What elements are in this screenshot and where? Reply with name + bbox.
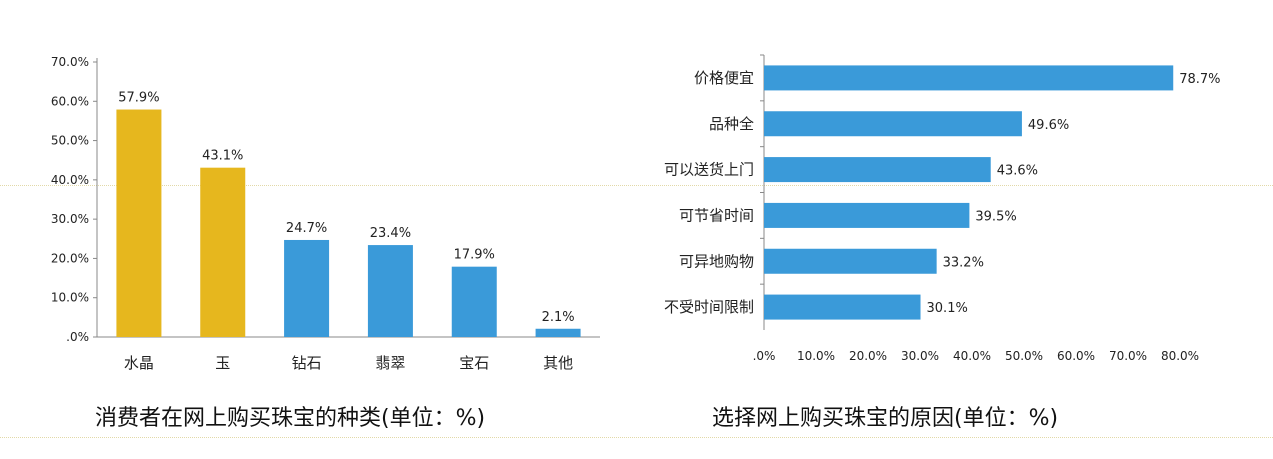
y-tick-label: 70.0% [51, 55, 89, 69]
x-tick-label: 20.0% [849, 349, 887, 363]
bar-value-label: 49.6% [1028, 118, 1069, 133]
chart-caption-category: 消费者在网上购买珠宝的种类(单位：%) [95, 406, 486, 431]
dotted-guide-line [0, 185, 1273, 186]
x-tick-label: 40.0% [953, 349, 991, 363]
x-tick-label: 玉 [215, 354, 230, 372]
x-tick-label: 翡翠 [375, 354, 405, 372]
x-tick-label: .0% [753, 349, 776, 363]
reason-bar-chart: .0% 10.0% 20.0% 30.0% 40.0% 50.0% 60.0% 70.0% 80… [640, 0, 1273, 400]
y-tick-label: 50.0% [51, 134, 89, 148]
bar-value-label: 57.9% [118, 91, 159, 106]
x-tick-label: 60.0% [1057, 349, 1095, 363]
chart-caption-reason: 选择网上购买珠宝的原因(单位：%) [712, 406, 1059, 431]
x-tick-label: 80.0% [1161, 349, 1199, 363]
y-tick-label: 不受时间限制 [664, 298, 754, 316]
x-tick-label: 70.0% [1109, 349, 1147, 363]
y-tick-label: 60.0% [51, 94, 89, 108]
y-tick-label: 20.0% [51, 251, 89, 265]
bar-4 [367, 245, 413, 337]
x-tick-label: 其他 [543, 354, 573, 372]
y-tick-label: .0% [66, 330, 89, 344]
y-tick-label: 价格便宜 [694, 69, 754, 87]
y-tick-label: 品种全 [709, 115, 754, 133]
bar-4 [764, 202, 970, 228]
dotted-guide-line [0, 437, 1273, 438]
bar-value-label: 24.7% [286, 221, 327, 236]
bar-value-label: 43.6% [997, 164, 1038, 179]
bar-6 [535, 328, 581, 337]
bar-1 [764, 65, 1174, 91]
bar-value-label: 43.1% [202, 149, 243, 164]
bar-2 [764, 111, 1022, 137]
category-bar-chart-svg: .0% 10.0% 20.0% 30.0% 40.0% 50.0% 60.0% 70.0% 57… [51, 55, 600, 372]
y-tick-label: 30.0% [51, 212, 89, 226]
bar-1 [116, 109, 162, 338]
bar-value-label: 2.1% [542, 310, 575, 325]
x-tick-label: 钻石 [292, 354, 322, 372]
y-tick-label: 40.0% [51, 173, 89, 187]
bar-value-label: 33.2% [943, 255, 984, 270]
x-tick-label: 宝石 [459, 354, 489, 372]
reason-bar-chart-svg: .0% 10.0% 20.0% 30.0% 40.0% 50.0% 60.0% 70.0% 80… [664, 54, 1221, 363]
bar-2 [200, 167, 246, 337]
bar-3 [764, 157, 991, 183]
y-tick-label: 可以送货上门 [664, 161, 754, 179]
y-tick-label: 10.0% [51, 291, 89, 305]
bar-6 [764, 294, 921, 320]
bar-3 [284, 239, 330, 337]
y-tick-label: 可节省时间 [679, 206, 754, 224]
bar-5 [764, 248, 937, 274]
x-tick-label: 水晶 [124, 354, 154, 372]
category-bar-chart: .0% 10.0% 20.0% 30.0% 40.0% 50.0% 60.0% 70.0% 57… [0, 0, 640, 400]
bar-value-label: 78.7% [1179, 72, 1220, 87]
bar-value-label: 23.4% [370, 226, 411, 241]
x-tick-label: 10.0% [797, 349, 835, 363]
bar-value-label: 30.1% [927, 301, 968, 316]
bar-value-label: 17.9% [454, 248, 495, 263]
bar-5 [451, 266, 497, 337]
bar-value-label: 39.5% [975, 209, 1016, 224]
x-tick-label: 30.0% [901, 349, 939, 363]
y-tick-label: 可异地购物 [679, 252, 754, 270]
x-tick-label: 50.0% [1005, 349, 1043, 363]
